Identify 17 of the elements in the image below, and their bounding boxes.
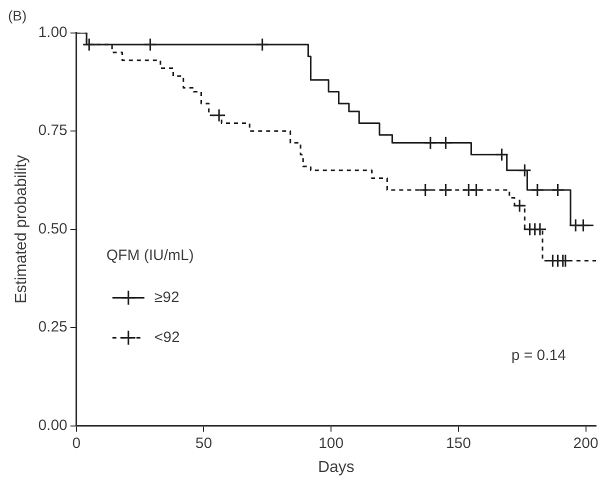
x-tick-label: 0 — [72, 434, 81, 452]
y-tick-label: 1.00 — [38, 24, 68, 41]
legend-title: QFM (IU/mL) — [106, 246, 194, 264]
chart-title: (B) — [8, 7, 27, 24]
y-axis-title: Estimated probability — [13, 155, 30, 304]
y-tick-label: 0.75 — [38, 122, 68, 140]
y-tick-label: 0.25 — [38, 318, 68, 336]
x-tick-label: 200 — [573, 434, 598, 452]
x-tick-label: 100 — [318, 434, 344, 452]
x-tick-label: 50 — [195, 434, 212, 452]
y-tick-label: 0.50 — [38, 220, 68, 238]
x-tick-label: 150 — [446, 434, 471, 452]
legend-label: <92 — [154, 328, 180, 346]
x-axis-title: Days — [318, 458, 354, 476]
annotation: p = 0.14 — [511, 346, 566, 364]
y-tick-label: 0.00 — [38, 416, 68, 434]
legend-label: ≥92 — [154, 288, 180, 306]
